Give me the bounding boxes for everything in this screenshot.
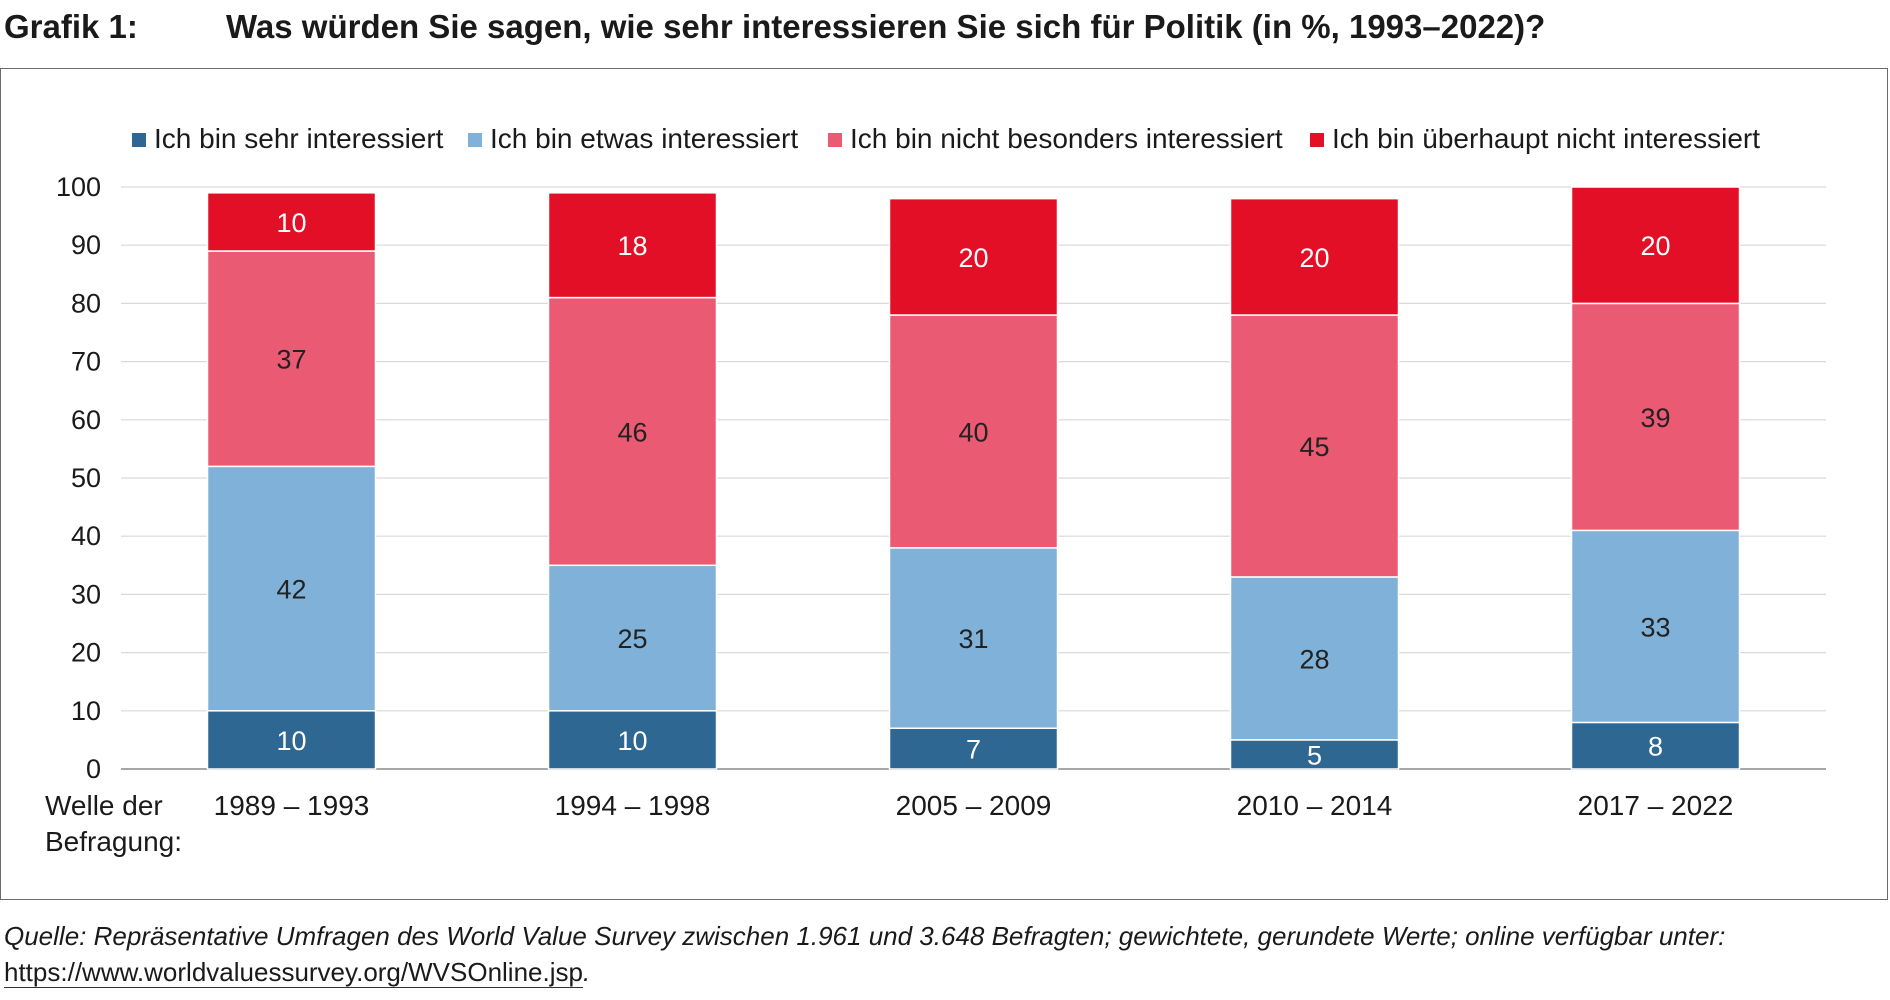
data-label-ich-bin-etwas-interessiert-2: 31 — [958, 624, 988, 654]
source-link[interactable]: https://www.worldvaluessurvey.org/WVSOnl… — [4, 957, 583, 988]
chart-frame: 0 10 20 30 40 50 60 70 80 90 100 10 42 37 10 1989 – 199… — [0, 68, 1888, 900]
legend-swatch-ich-bin-etwas-interessiert — [468, 133, 482, 147]
data-label-ich-bin-sehr-interessiert-1: 10 — [617, 726, 647, 756]
legend-label-ich-bin-sehr-interessiert: Ich bin sehr interessiert — [154, 123, 444, 154]
legend-label-ich-bin-berhaupt-nicht-interessiert: Ich bin überhaupt nicht interessiert — [1332, 123, 1760, 154]
page-title: Was würden Sie sagen, wie sehr interessi… — [226, 8, 1546, 45]
y-tick-label-60: 60 — [71, 405, 101, 435]
bar-ich-bin-etwas-interessiert-4 — [1570, 529, 1741, 724]
data-label-ich-bin-nicht-besonders-interessiert-3: 45 — [1299, 432, 1329, 462]
data-label-ich-bin-sehr-interessiert-0: 10 — [276, 726, 306, 756]
bar-ich-bin-berhaupt-nicht-interessiert-0 — [206, 192, 377, 252]
source-text: Quelle: Repräsentative Umfragen des Worl… — [4, 921, 1726, 951]
y-tick-label-90: 90 — [71, 230, 101, 260]
legend-swatch-ich-bin-berhaupt-nicht-interessiert — [1310, 133, 1324, 147]
bar-ich-bin-nicht-besonders-interessiert-2 — [888, 314, 1059, 549]
data-label-ich-bin-sehr-interessiert-4: 8 — [1648, 732, 1663, 762]
x-tick-label-2: 2005 – 2009 — [896, 790, 1052, 821]
bar-ich-bin-sehr-interessiert-4 — [1570, 721, 1741, 770]
data-label-ich-bin-nicht-besonders-interessiert-2: 40 — [958, 417, 988, 447]
legend-label-ich-bin-nicht-besonders-interessiert: Ich bin nicht besonders interessiert — [850, 123, 1283, 154]
bar-ich-bin-etwas-interessiert-1 — [547, 564, 718, 712]
figure-label: Grafik 1: — [4, 8, 138, 45]
data-label-ich-bin-sehr-interessiert-2: 7 — [966, 735, 981, 765]
bar-ich-bin-sehr-interessiert-1 — [547, 710, 718, 770]
y-tick-label-100: 100 — [56, 172, 101, 202]
data-label-ich-bin-nicht-besonders-interessiert-1: 46 — [617, 417, 647, 447]
y-tick-label-50: 50 — [71, 463, 101, 493]
bar-ich-bin-berhaupt-nicht-interessiert-4 — [1570, 186, 1741, 305]
source-trailing: . — [582, 957, 591, 987]
x-tick-label-0: 1989 – 1993 — [214, 790, 370, 821]
x-axis-label-line2: Befragung: — [45, 826, 182, 857]
y-tick-label-10: 10 — [71, 696, 101, 726]
bar-ich-bin-etwas-interessiert-2 — [888, 547, 1059, 730]
y-tick-label-30: 30 — [71, 579, 101, 609]
data-label-ich-bin-berhaupt-nicht-interessiert-1: 18 — [617, 231, 647, 261]
legend-swatch-ich-bin-sehr-interessiert — [132, 133, 146, 147]
bar-ich-bin-sehr-interessiert-2 — [888, 727, 1059, 770]
data-label-ich-bin-etwas-interessiert-0: 42 — [276, 575, 306, 605]
x-tick-label-1: 1994 – 1998 — [555, 790, 711, 821]
bar-ich-bin-etwas-interessiert-0 — [206, 465, 377, 712]
x-tick-label-4: 2017 – 2022 — [1578, 790, 1734, 821]
y-tick-label-40: 40 — [71, 521, 101, 551]
legend-swatch-ich-bin-nicht-besonders-interessiert — [828, 133, 842, 147]
data-label-ich-bin-berhaupt-nicht-interessiert-0: 10 — [276, 208, 306, 238]
bar-ich-bin-berhaupt-nicht-interessiert-3 — [1229, 197, 1400, 316]
data-label-ich-bin-nicht-besonders-interessiert-4: 39 — [1640, 403, 1670, 433]
bar-ich-bin-nicht-besonders-interessiert-0 — [206, 250, 377, 468]
stacked-bar-chart: 0 10 20 30 40 50 60 70 80 90 100 10 42 37 10 1989 – 199… — [45, 123, 1826, 857]
x-tick-label-3: 2010 – 2014 — [1237, 790, 1393, 821]
data-label-ich-bin-nicht-besonders-interessiert-0: 37 — [276, 345, 306, 375]
y-tick-label-0: 0 — [86, 754, 101, 784]
data-label-ich-bin-berhaupt-nicht-interessiert-4: 20 — [1640, 231, 1670, 261]
data-label-ich-bin-berhaupt-nicht-interessiert-3: 20 — [1299, 243, 1329, 273]
bar-ich-bin-berhaupt-nicht-interessiert-1 — [547, 192, 718, 299]
bar-ich-bin-sehr-interessiert-3 — [1229, 739, 1400, 770]
y-tick-label-20: 20 — [71, 638, 101, 668]
data-label-ich-bin-berhaupt-nicht-interessiert-2: 20 — [958, 243, 988, 273]
y-tick-label-70: 70 — [71, 347, 101, 377]
y-tick-label-80: 80 — [71, 288, 101, 318]
data-label-ich-bin-etwas-interessiert-4: 33 — [1640, 612, 1670, 642]
bar-ich-bin-nicht-besonders-interessiert-4 — [1570, 302, 1741, 532]
bar-ich-bin-berhaupt-nicht-interessiert-2 — [888, 197, 1059, 316]
data-label-ich-bin-sehr-interessiert-3: 5 — [1307, 740, 1322, 770]
data-label-ich-bin-etwas-interessiert-1: 25 — [617, 624, 647, 654]
legend-label-ich-bin-etwas-interessiert: Ich bin etwas interessiert — [490, 123, 798, 154]
x-axis-label-line1: Welle der — [45, 790, 163, 821]
bar-ich-bin-etwas-interessiert-3 — [1229, 576, 1400, 741]
bar-ich-bin-sehr-interessiert-0 — [206, 710, 377, 770]
data-label-ich-bin-etwas-interessiert-3: 28 — [1299, 644, 1329, 674]
source-note: Quelle: Repräsentative Umfragen des Worl… — [4, 918, 1884, 990]
bar-ich-bin-nicht-besonders-interessiert-3 — [1229, 314, 1400, 578]
